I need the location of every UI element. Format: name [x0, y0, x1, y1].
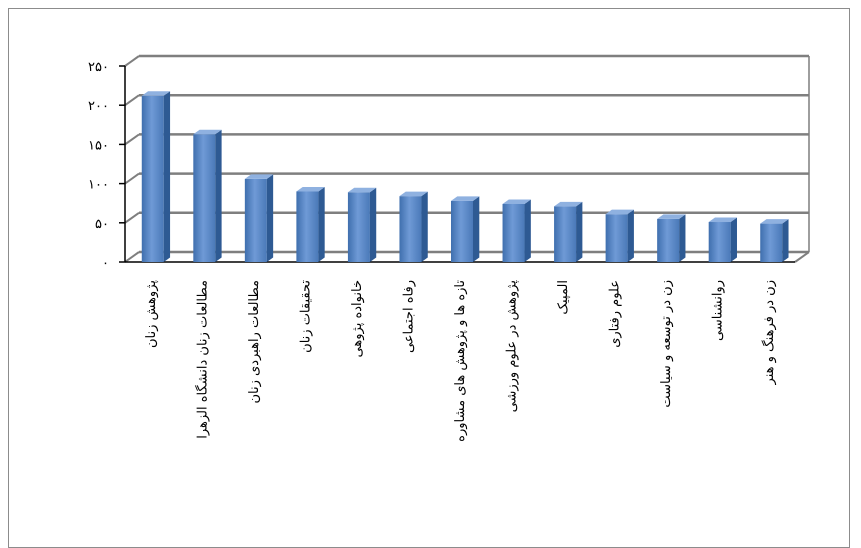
- x-category-labels: پژوهش زنان مطالعات زنان دانشگاه الزهرا مطا…: [144, 280, 777, 442]
- bar: [399, 191, 428, 262]
- bar-front: [708, 222, 731, 262]
- x-category-label: تحقیقات زنان: [298, 280, 313, 353]
- bar: [193, 129, 222, 262]
- bar-side: [524, 199, 531, 262]
- bar-side: [473, 196, 480, 262]
- y-tick-labels: ٠ ۵٠ ١٠٠ ١۵٠ ٢٠٠ ٢۵٠: [88, 60, 109, 271]
- bar-front: [193, 134, 216, 262]
- bar: [451, 196, 480, 262]
- x-category-label: مطالعات زنان دانشگاه الزهرا: [194, 280, 210, 439]
- bar-front: [657, 218, 680, 262]
- bar-top: [708, 217, 737, 223]
- bar: [502, 199, 531, 262]
- bar-top: [502, 199, 531, 204]
- y-tick-label: ١٠٠: [88, 178, 109, 193]
- bar-side: [627, 209, 634, 262]
- bar-top: [399, 191, 428, 197]
- floor-edge: [794, 251, 810, 263]
- x-category-label: تازه ها و پژوهش های مشاوره: [453, 280, 468, 442]
- x-category-label: خانواده پژوهی: [350, 280, 365, 357]
- bar-side: [782, 219, 789, 262]
- bars: [141, 91, 789, 263]
- x-category-label: پژوهش در علوم ورزشی: [505, 280, 520, 413]
- bar-side: [730, 217, 737, 262]
- bar-side: [215, 129, 222, 262]
- bar-top: [554, 201, 583, 207]
- bar-front: [554, 206, 577, 262]
- x-category-label: زن در توسعه و سیاست: [659, 280, 674, 408]
- x-category-label: المپیک: [556, 280, 571, 315]
- bar-top: [605, 209, 634, 215]
- x-category-label: پژوهش زنان: [144, 280, 159, 348]
- bar-front: [244, 178, 267, 262]
- gridline-depth: [124, 172, 140, 185]
- gridline-depth: [124, 94, 140, 107]
- bar-top: [244, 174, 274, 179]
- gridline-depth: [124, 133, 140, 146]
- gridline-depth: [124, 251, 140, 263]
- y-tick-label: ٠: [102, 256, 109, 271]
- y-tick-label: ٢٠٠: [88, 99, 109, 114]
- y-tick-label: ۵٠: [95, 217, 109, 232]
- bar: [760, 219, 789, 262]
- bar-front: [451, 200, 473, 262]
- bar: [347, 187, 377, 262]
- bar-front: [141, 95, 164, 263]
- bar-top: [451, 196, 480, 201]
- bar-front: [605, 214, 628, 262]
- gridline-depth: [124, 211, 140, 224]
- bar-side: [318, 186, 325, 262]
- y-tick-label: ١۵٠: [88, 138, 109, 153]
- x-category-label: رفاه اجتماعی: [401, 280, 416, 353]
- x-category-label: علوم رفتاری: [608, 280, 623, 348]
- bar-side: [421, 191, 428, 262]
- bar: [244, 174, 274, 262]
- x-category-label: روانشناسی: [711, 280, 726, 341]
- bar: [708, 217, 737, 262]
- bar-front: [760, 223, 783, 262]
- bar-top: [760, 219, 789, 224]
- bar-top: [657, 214, 686, 219]
- bar-side: [679, 214, 686, 262]
- bar-side: [576, 201, 583, 262]
- bar-side: [369, 187, 377, 262]
- bar-top: [193, 129, 222, 135]
- y-tick-label: ٢۵٠: [88, 60, 109, 75]
- bar-front: [296, 191, 319, 262]
- bar: [605, 209, 634, 262]
- bar: [554, 201, 583, 262]
- bar-top: [296, 186, 325, 192]
- bar-top: [141, 91, 171, 96]
- bar-front: [399, 196, 422, 262]
- bar-top: [347, 187, 377, 193]
- x-category-label: مطالعات راهبردی زنان: [247, 280, 262, 404]
- bar-side: [266, 174, 274, 262]
- bar-front: [502, 203, 525, 262]
- bar-front: [347, 192, 370, 262]
- bar-side: [163, 91, 171, 263]
- bar-chart: ٠ ۵٠ ١٠٠ ١۵٠ ٢٠٠ ٢۵٠ پژوهش زنان مطالعات زنان د…: [88, 54, 810, 442]
- bar: [657, 214, 686, 262]
- x-category-label: زن در فرهنگ و هنر: [761, 280, 777, 385]
- gridline-depth: [124, 55, 140, 67]
- bar: [141, 91, 171, 263]
- bar: [296, 186, 325, 262]
